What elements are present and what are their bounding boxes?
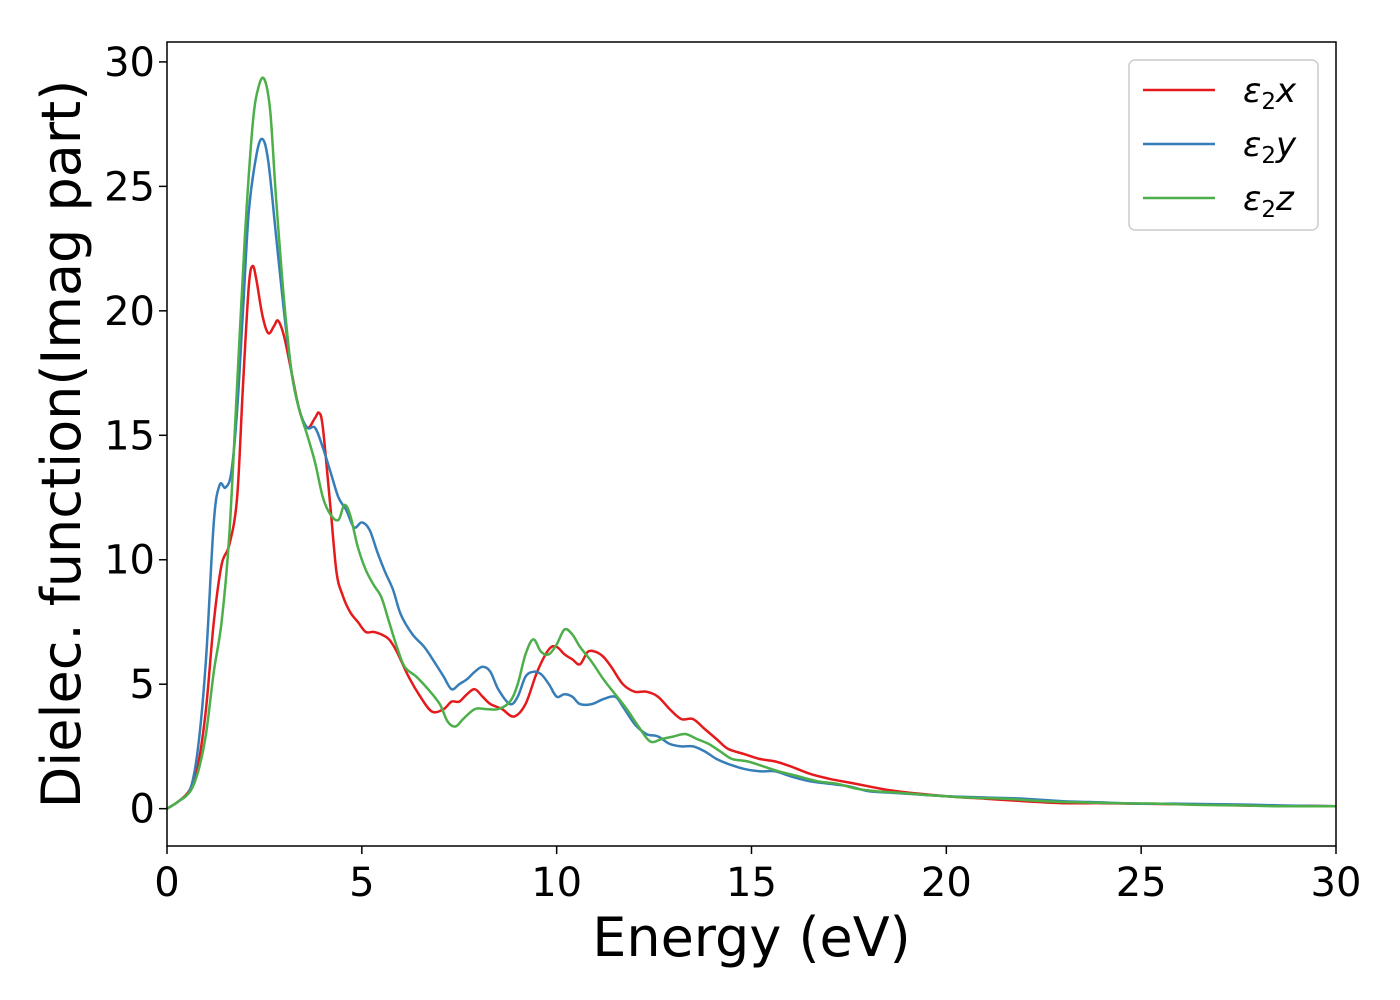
x-tick-label: 25 — [1116, 860, 1167, 906]
x-tick-label: 20 — [921, 860, 972, 906]
y-tick-label: 5 — [130, 662, 155, 708]
legend-entry-y: ε2y — [1143, 125, 1297, 169]
x-tick-label: 30 — [1311, 860, 1362, 906]
x-tick-label: 10 — [531, 860, 582, 906]
legend-box — [1128, 59, 1319, 231]
y-tick-label: 0 — [130, 787, 155, 833]
series-line-y — [166, 137, 1337, 810]
legend-entry-z: ε2z — [1143, 179, 1295, 223]
legend-entry-x: ε2x — [1143, 71, 1297, 115]
x-axis-label: Energy (eV) — [592, 906, 911, 969]
ticks-layer: 0 5 10 15 20 25 30 0 5 10 15 20 25 30 — [104, 40, 1361, 906]
x-tick-label: 5 — [349, 860, 374, 906]
series-line-x — [166, 264, 1337, 810]
legend-label: ε2y — [1243, 125, 1297, 169]
y-axis-label: Dielec. function(Imag part) — [30, 80, 93, 809]
legend: ε2x ε2y ε2z — [1128, 59, 1319, 231]
y-tick-label: 15 — [104, 413, 155, 459]
x-tick-label: 0 — [154, 860, 179, 906]
series-line-z — [166, 76, 1337, 810]
y-tick-label: 20 — [104, 289, 155, 335]
series-layer — [166, 76, 1337, 810]
x-tick-label: 15 — [726, 860, 777, 906]
y-tick-label: 30 — [104, 40, 155, 86]
legend-label: ε2z — [1243, 179, 1295, 223]
y-tick-label: 10 — [104, 538, 155, 584]
legend-label: ε2x — [1243, 71, 1297, 115]
y-tick-label: 25 — [104, 164, 155, 210]
